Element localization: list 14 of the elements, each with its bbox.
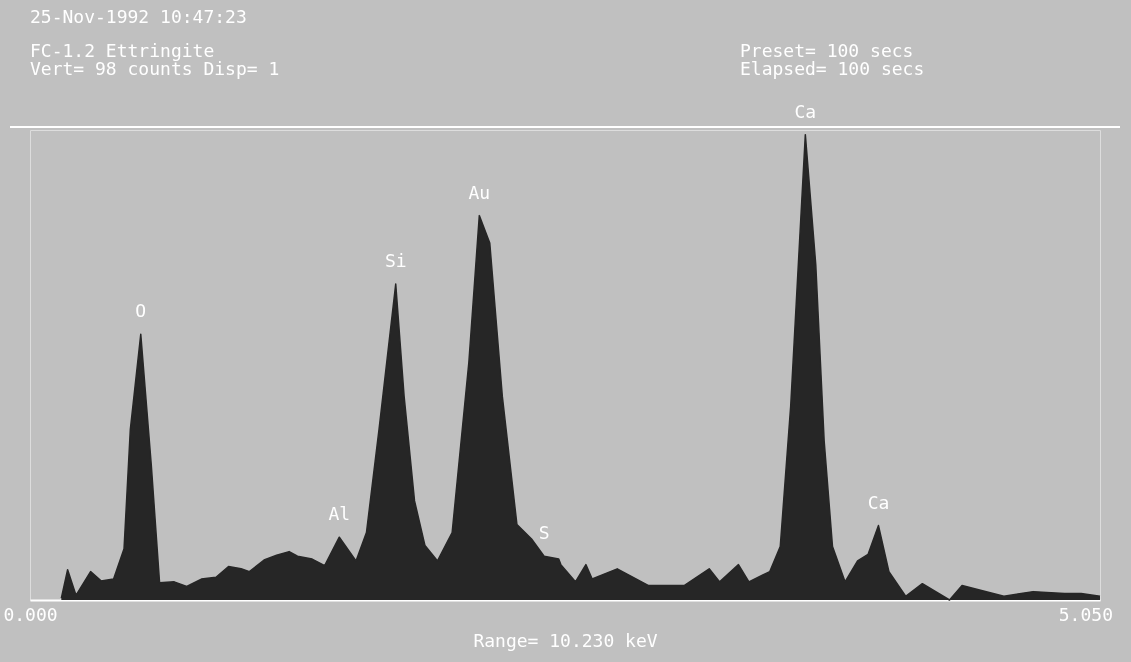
annotation: Ca — [867, 491, 890, 513]
text: Preset= 100 secs — [740, 40, 914, 61]
annotation: O — [135, 300, 147, 322]
annotation: Si — [384, 250, 407, 272]
x-tick-label: 0.000 — [3, 603, 58, 625]
annotation: Al — [328, 503, 351, 525]
chart-subtitle: FC-1.2 Ettringite — [30, 40, 215, 61]
text: Elapsed= 100 secs — [740, 58, 925, 79]
x-axis-title: Range= 10.230 keV — [473, 629, 658, 651]
x-tick-label: 5.050 — [1058, 603, 1113, 625]
chart-title: 25-Nov-1992 10:47:23 — [30, 6, 247, 27]
annotation: S — [538, 522, 550, 544]
annotation: Au — [468, 181, 491, 203]
annotation: Ca — [794, 100, 817, 122]
